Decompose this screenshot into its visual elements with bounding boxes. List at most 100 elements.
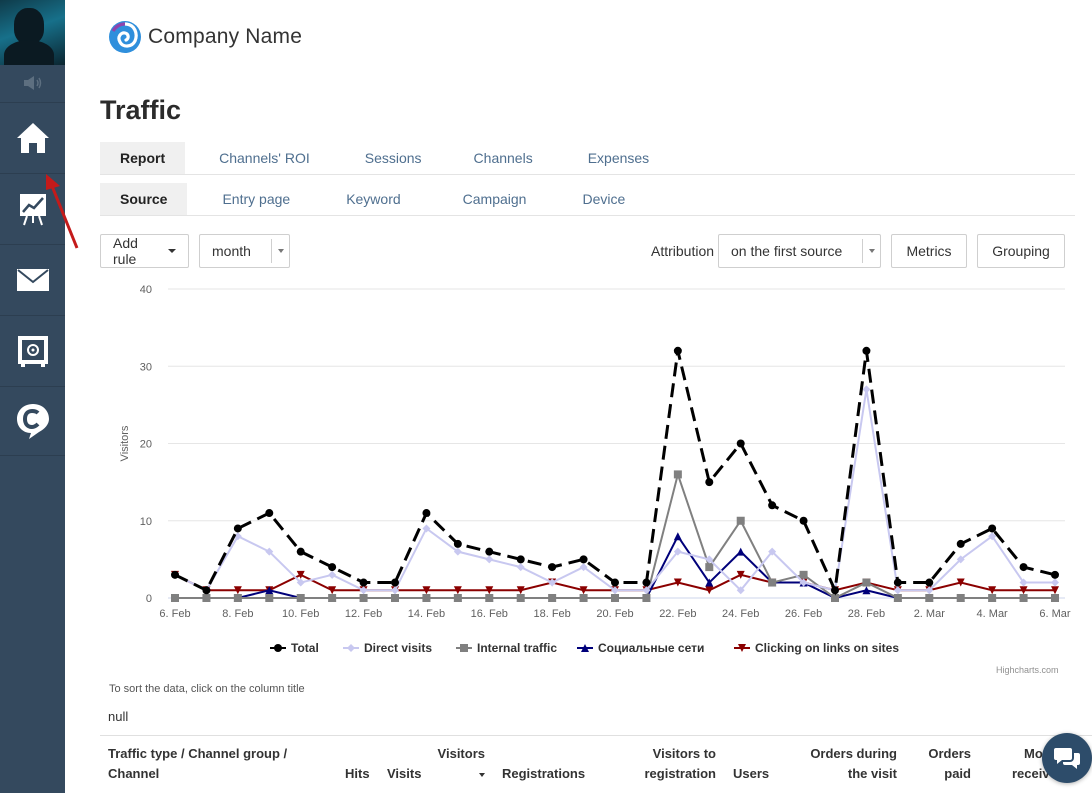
data-point <box>768 547 777 556</box>
tab-channels[interactable]: Channels <box>473 150 533 166</box>
col-orders-paid[interactable]: Orders paid <box>928 746 971 781</box>
data-point <box>736 439 745 448</box>
data-point <box>548 578 557 587</box>
speaker-icon[interactable] <box>0 65 65 101</box>
y-axis-label: Visitors <box>119 425 131 461</box>
data-point <box>1019 578 1028 587</box>
chat-bubbles-icon <box>1054 748 1080 769</box>
add-rule-button[interactable]: Add rule <box>100 234 189 268</box>
data-point <box>422 524 431 533</box>
data-point <box>1019 563 1028 572</box>
data-point <box>862 586 871 595</box>
x-tick-label: 22. Feb <box>659 608 696 620</box>
data-point <box>171 594 179 602</box>
data-point <box>359 594 368 602</box>
avatar[interactable] <box>0 0 65 65</box>
company-name: Company Name <box>148 25 303 48</box>
data-point <box>736 570 745 579</box>
col-users[interactable]: Users <box>733 766 770 781</box>
company-logo[interactable]: Company Name <box>108 20 302 54</box>
data-point <box>893 578 902 587</box>
x-tick-label: 24. Feb <box>722 608 759 620</box>
col-visitors-to-registration[interactable]: Visitors to registration <box>644 746 716 781</box>
data-point <box>799 516 808 525</box>
tab-campaign[interactable]: Campaign <box>462 191 527 207</box>
x-tick-label: 4. Mar <box>977 608 1009 620</box>
x-tick-label: 18. Feb <box>533 608 570 620</box>
col-channel[interactable]: Traffic type / Channel group / Channel <box>108 746 288 781</box>
tab-entry-page[interactable]: Entry page <box>222 191 291 207</box>
data-point <box>705 478 714 487</box>
col-orders-during-visit[interactable]: Orders during the visit <box>810 746 897 781</box>
data-point <box>893 594 902 602</box>
attribution-label: Attribution <box>651 243 715 259</box>
sort-hint: To sort the data, click on the column ti… <box>109 683 305 695</box>
data-point <box>548 563 557 572</box>
grouping-button[interactable]: Grouping <box>977 234 1065 268</box>
data-point <box>673 470 682 479</box>
tab-report[interactable]: Report <box>100 142 186 174</box>
data-point <box>831 594 839 602</box>
sidebar-item-reports[interactable] <box>0 173 65 243</box>
data-point <box>453 586 462 595</box>
metrics-button[interactable]: Metrics <box>891 234 967 268</box>
sidebar-item-mail[interactable] <box>0 244 65 314</box>
tab-device[interactable]: Device <box>582 191 626 207</box>
legend-label: Total <box>291 641 319 655</box>
data-point <box>233 532 242 541</box>
col-registrations[interactable]: Registrations <box>502 766 586 781</box>
attribution-select[interactable]: on the first source <box>718 234 881 268</box>
data-point <box>642 578 651 587</box>
data-point <box>265 594 274 602</box>
data-point <box>265 509 274 518</box>
data-point <box>705 578 714 587</box>
data-point <box>925 594 934 602</box>
data-point <box>422 509 431 518</box>
data-point <box>265 547 274 556</box>
home-icon <box>16 122 49 153</box>
data-point <box>956 578 965 587</box>
y-tick-label: 20 <box>140 439 152 451</box>
col-money-received[interactable]: Mo receiv <box>1012 746 1050 781</box>
data-point <box>328 570 337 579</box>
x-tick-label: 6. Mar <box>1039 608 1071 620</box>
data-point <box>988 524 997 533</box>
data-point <box>233 594 242 602</box>
sidebar-item-chat[interactable] <box>0 386 65 456</box>
x-tick-label: 12. Feb <box>345 608 382 620</box>
period-select[interactable]: month <box>199 234 290 268</box>
data-point <box>673 578 682 587</box>
data-point <box>925 578 934 587</box>
data-point <box>453 547 462 556</box>
red-arrow-annotation <box>46 174 79 249</box>
x-tick-label: 16. Feb <box>471 608 508 620</box>
legend-marker <box>581 644 589 652</box>
period-value: month <box>212 243 251 259</box>
col-visitors[interactable]: Visitors <box>437 744 485 784</box>
y-tick-label: 0 <box>146 593 152 605</box>
support-chat-button[interactable] <box>1042 733 1092 783</box>
data-point <box>642 594 651 602</box>
series-line <box>174 350 1056 596</box>
data-point <box>453 539 462 548</box>
sidebar-item-home[interactable] <box>0 102 65 172</box>
data-point <box>956 594 965 602</box>
tab-expenses[interactable]: Expenses <box>587 150 650 166</box>
col-visits[interactable]: Visits <box>387 766 422 781</box>
tab-keyword[interactable]: Keyword <box>346 191 401 207</box>
tab-sessions[interactable]: Sessions <box>364 150 422 166</box>
highcharts-credit[interactable]: Highcharts.com <box>996 665 1059 675</box>
envelope-icon <box>16 268 49 291</box>
chevron-down-icon <box>862 239 880 263</box>
data-point <box>328 594 337 602</box>
data-point <box>611 594 619 602</box>
data-point <box>391 586 399 595</box>
tab-channels-roi[interactable]: Channels' ROI <box>219 150 310 166</box>
data-point <box>233 586 242 595</box>
tab-source[interactable]: Source <box>100 183 188 215</box>
sidebar-item-safe[interactable] <box>0 315 65 385</box>
data-point <box>988 594 997 602</box>
x-tick-label: 6. Feb <box>159 608 190 620</box>
col-hits[interactable]: Hits <box>345 766 370 781</box>
data-point <box>673 532 682 541</box>
